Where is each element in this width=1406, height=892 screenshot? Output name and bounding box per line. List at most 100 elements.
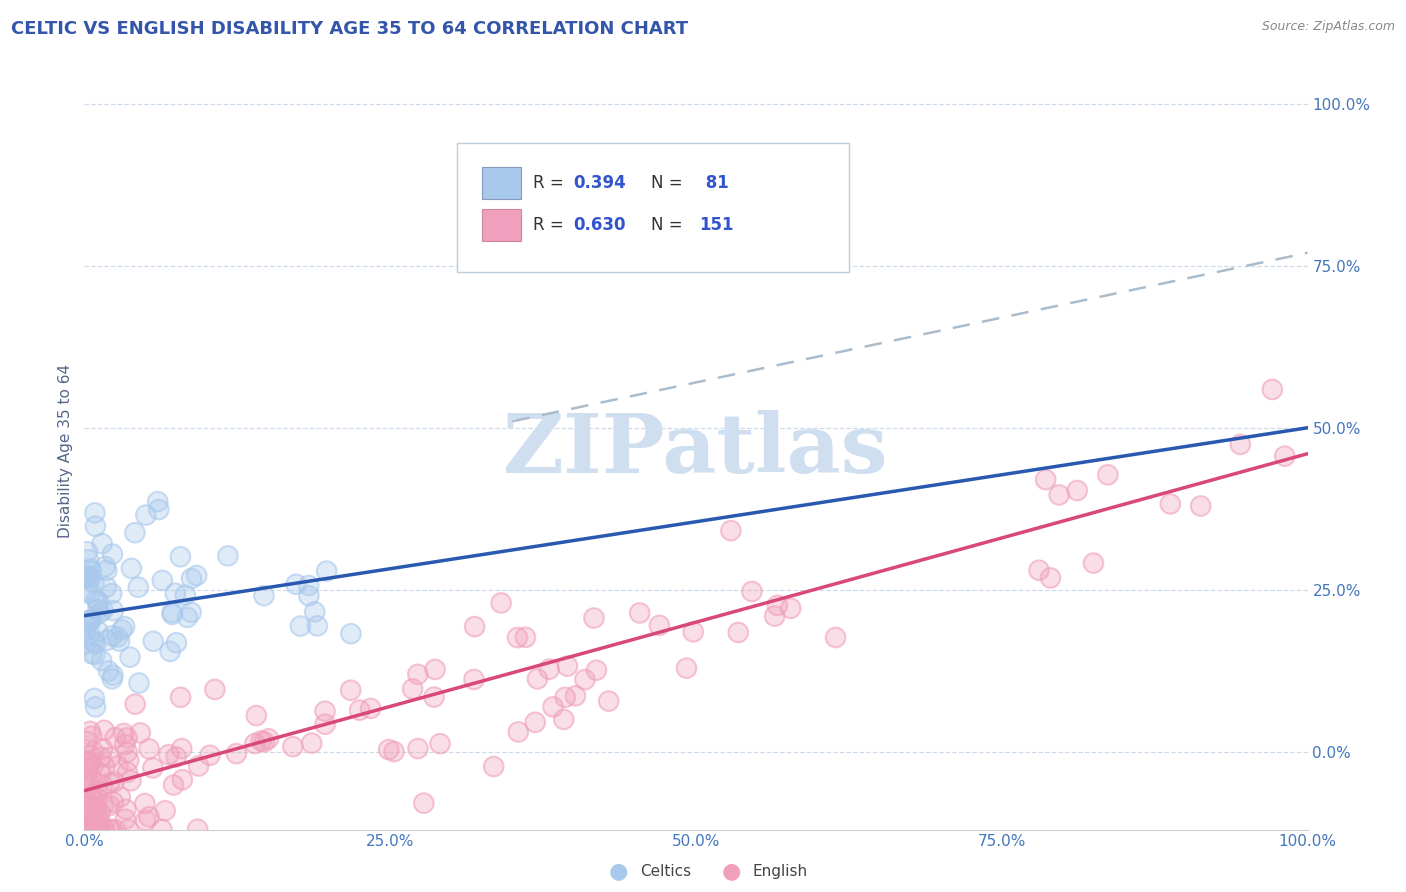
- Point: [75, 586, 97, 600]
- Point: [79, 585, 101, 599]
- Text: Celtics: Celtics: [640, 864, 690, 879]
- Point: [165, 750, 187, 764]
- Text: Source: ZipAtlas.com: Source: ZipAtlas.com: [1261, 20, 1395, 33]
- Text: ●: ●: [609, 862, 628, 881]
- Point: [174, 588, 197, 602]
- Point: [257, 731, 280, 746]
- Point: [89, 806, 111, 821]
- Point: [80, 647, 103, 661]
- Point: [377, 742, 399, 756]
- Point: [107, 759, 129, 773]
- Point: [204, 682, 226, 697]
- Point: [84, 801, 107, 815]
- Point: [464, 619, 486, 633]
- Point: [463, 673, 485, 687]
- Point: [423, 690, 446, 704]
- Point: [406, 741, 429, 756]
- Point: [298, 578, 321, 592]
- Point: [1274, 449, 1296, 463]
- Point: [648, 618, 671, 632]
- Point: [243, 737, 266, 751]
- Point: [127, 580, 149, 594]
- Point: [82, 790, 104, 805]
- Point: [135, 508, 157, 522]
- Point: [79, 571, 101, 585]
- Point: [83, 793, 105, 807]
- Text: ZIPatlas: ZIPatlas: [503, 410, 889, 491]
- Point: [80, 755, 103, 769]
- Point: [377, 742, 399, 756]
- Point: [75, 624, 97, 639]
- Point: [112, 726, 135, 740]
- Point: [75, 570, 97, 584]
- Point: [101, 547, 124, 561]
- Point: [89, 819, 111, 833]
- Point: [77, 822, 100, 837]
- Point: [91, 536, 114, 550]
- Point: [75, 792, 97, 806]
- Point: [117, 765, 139, 780]
- Point: [285, 577, 308, 591]
- Point: [162, 778, 184, 792]
- Point: [79, 614, 101, 628]
- Point: [162, 605, 184, 619]
- Point: [86, 784, 108, 798]
- Point: [75, 624, 97, 639]
- Point: [142, 761, 165, 775]
- Point: [104, 822, 127, 837]
- Point: [110, 790, 132, 805]
- Point: [482, 759, 505, 773]
- Point: [128, 676, 150, 690]
- Point: [114, 812, 136, 826]
- Point: [77, 552, 100, 566]
- Point: [180, 606, 202, 620]
- Point: [763, 609, 786, 624]
- Point: [281, 739, 304, 754]
- Point: [80, 729, 103, 743]
- Point: [89, 606, 111, 620]
- Point: [245, 708, 267, 723]
- Point: [360, 701, 382, 715]
- Point: [412, 796, 434, 810]
- Point: [129, 726, 152, 740]
- Point: [314, 717, 336, 731]
- Point: [464, 619, 486, 633]
- Point: [90, 750, 112, 764]
- Point: [87, 602, 110, 616]
- Point: [541, 699, 564, 714]
- Text: 151: 151: [700, 216, 734, 235]
- Point: [412, 796, 434, 810]
- Point: [741, 584, 763, 599]
- Point: [103, 604, 125, 618]
- Point: [77, 552, 100, 566]
- Point: [104, 822, 127, 837]
- Point: [217, 549, 239, 563]
- Point: [180, 572, 202, 586]
- Point: [87, 624, 110, 639]
- Text: R =: R =: [533, 174, 569, 192]
- Point: [406, 667, 429, 681]
- Point: [314, 704, 336, 718]
- Point: [87, 595, 110, 609]
- Point: [103, 604, 125, 618]
- Point: [94, 760, 117, 774]
- Point: [1159, 497, 1181, 511]
- Point: [101, 672, 124, 686]
- Point: [339, 683, 361, 698]
- Point: [96, 563, 118, 577]
- Point: [83, 634, 105, 648]
- Point: [1097, 467, 1119, 482]
- Point: [598, 694, 620, 708]
- Point: [76, 734, 98, 748]
- Text: 81: 81: [700, 174, 728, 192]
- Point: [101, 672, 124, 686]
- Text: CELTIC VS ENGLISH DISABILITY AGE 35 TO 64 CORRELATION CHART: CELTIC VS ENGLISH DISABILITY AGE 35 TO 6…: [11, 20, 689, 37]
- Point: [79, 569, 101, 583]
- Point: [98, 798, 121, 813]
- Point: [157, 747, 180, 762]
- Point: [75, 570, 97, 584]
- Point: [86, 593, 108, 607]
- Point: [124, 697, 146, 711]
- Point: [91, 603, 114, 617]
- Point: [217, 549, 239, 563]
